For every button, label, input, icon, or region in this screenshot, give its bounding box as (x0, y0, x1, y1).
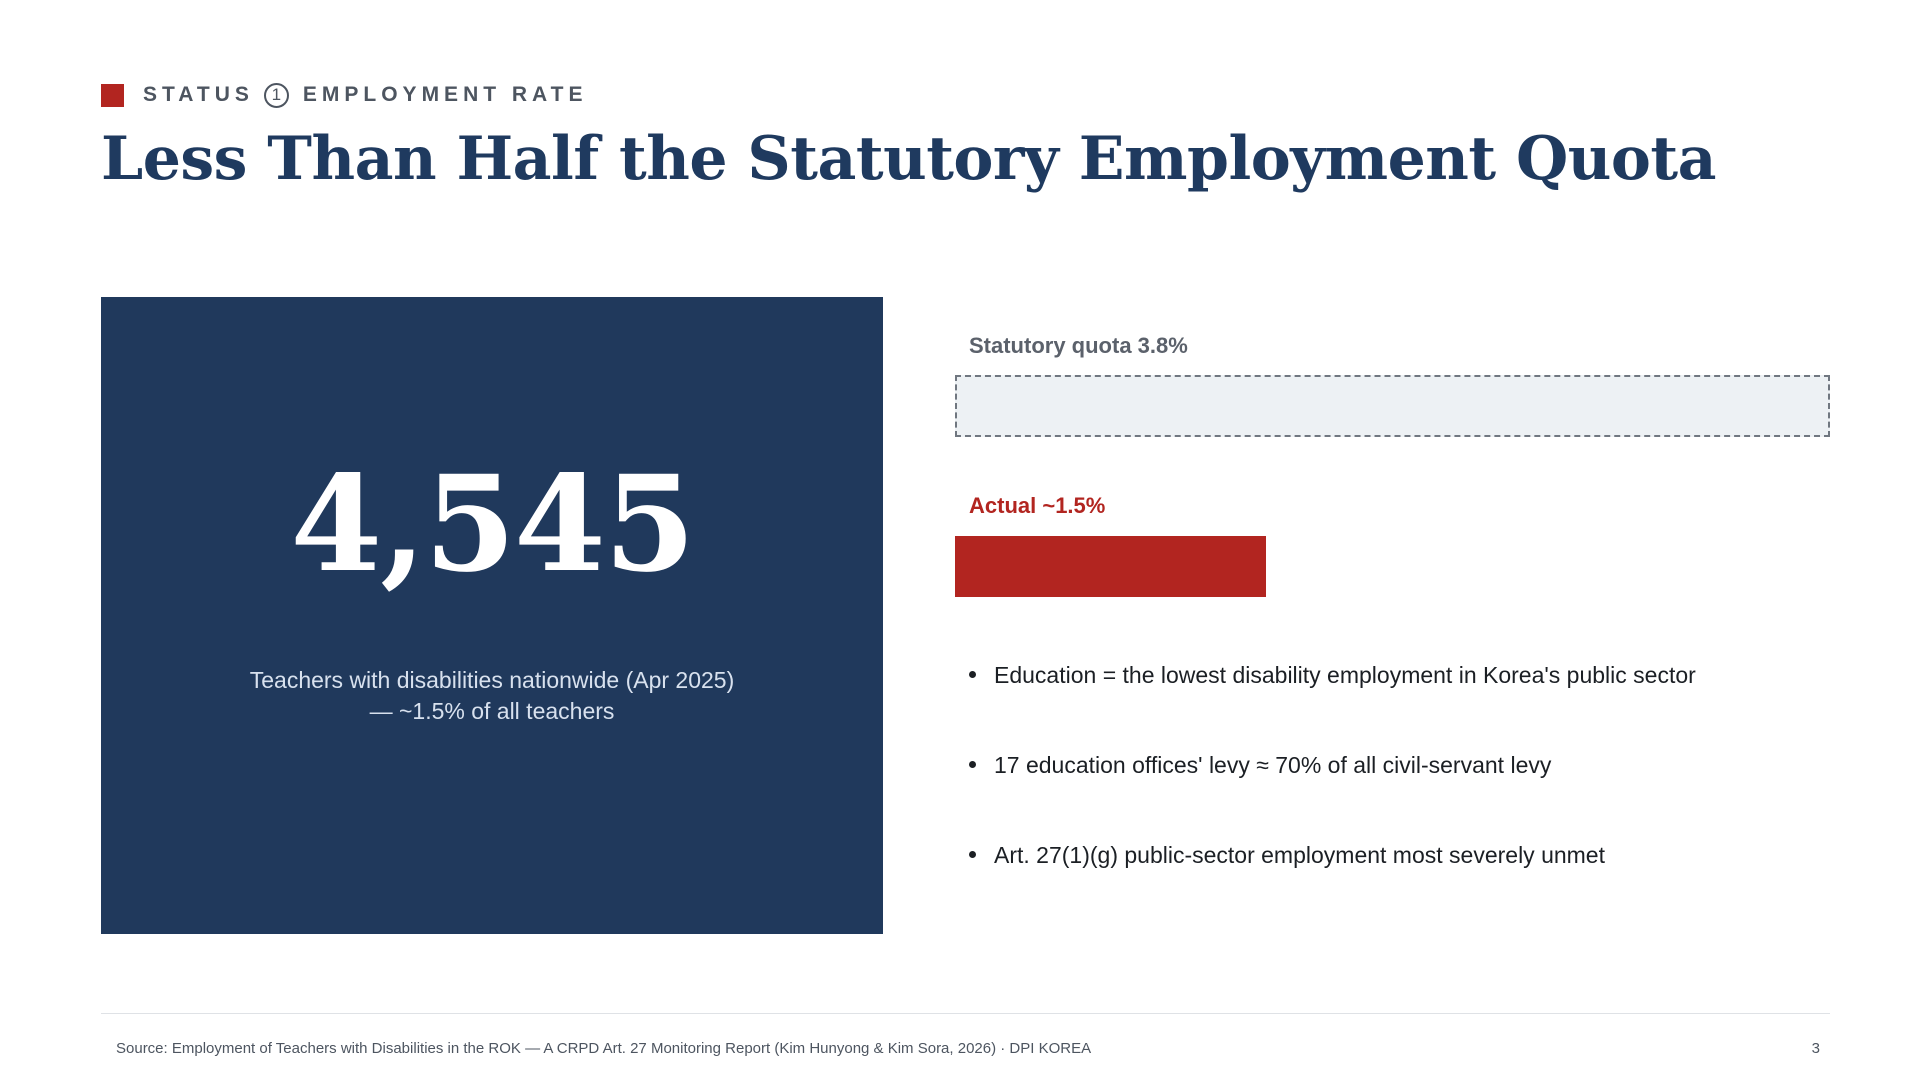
actual-bar-label: Actual ~1.5% (969, 493, 1106, 518)
slide-title: Less Than Half the Statutory Employment … (101, 124, 1717, 194)
page-number: 3 (1811, 1040, 1820, 1057)
stat-panel: 4,545 Teachers with disabilities nationw… (101, 297, 883, 934)
footer-source: Source: Employment of Teachers with Disa… (116, 1040, 1092, 1057)
kicker-topic-text: EMPLOYMENT RATE (302, 83, 588, 106)
actual-bar (955, 536, 1266, 597)
bullet-dot-icon (969, 671, 976, 678)
bullet-text: Art. 27(1)(g) public-sector employment m… (994, 842, 1605, 868)
bullet-list: Education = the lowest disability employ… (969, 662, 1696, 932)
bullet-dot-icon (969, 761, 976, 768)
quota-bar-label: Statutory quota 3.8% (969, 333, 1188, 358)
kicker-circled-number: 1 (263, 82, 289, 108)
footer-divider (101, 1013, 1830, 1014)
stat-big-number: 4,545 (290, 447, 695, 602)
section-kicker: STATUS 1 EMPLOYMENT RATE (101, 79, 588, 111)
bullet-text: Education = the lowest disability employ… (994, 662, 1696, 688)
bullet-dot-icon (969, 851, 976, 858)
bullet-text: 17 education offices' levy ≈ 70% of all … (994, 752, 1552, 778)
bullet-item: 17 education offices' levy ≈ 70% of all … (969, 752, 1696, 842)
kicker-square-marker (101, 83, 124, 107)
bullet-item: Education = the lowest disability employ… (969, 662, 1696, 752)
stat-caption-line-1: Teachers with disabilities nationwide (A… (249, 667, 735, 693)
kicker-status-text: STATUS (143, 83, 254, 106)
stat-caption: Teachers with disabilities nationwide (A… (101, 665, 883, 727)
quota-bar (955, 375, 1830, 437)
stat-caption-line-2: — ~1.5% of all teachers (369, 698, 615, 724)
bullet-item: Art. 27(1)(g) public-sector employment m… (969, 842, 1696, 932)
